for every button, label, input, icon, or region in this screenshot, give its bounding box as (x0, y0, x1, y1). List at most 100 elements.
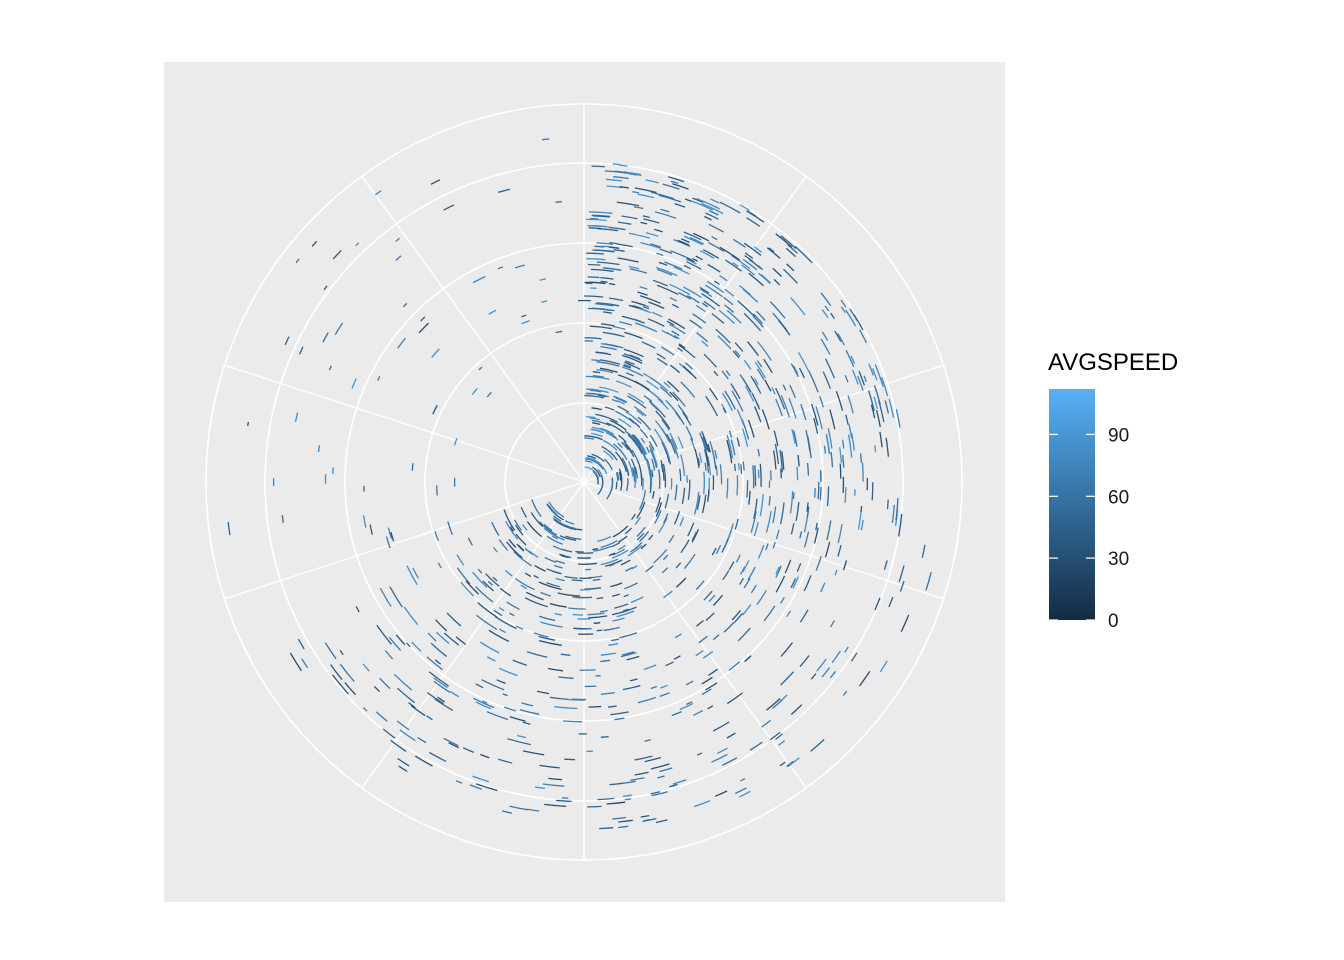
arc-segment (616, 610, 635, 618)
arc-segment (488, 629, 510, 642)
arc-segment (577, 562, 598, 565)
arc-segment (595, 413, 619, 423)
arc-segment (754, 465, 757, 487)
arc-segment (661, 442, 671, 464)
arc-segment (587, 263, 601, 266)
arc-segment (844, 375, 849, 383)
arc-segment (820, 338, 831, 355)
arc-segment (737, 300, 756, 318)
arc-segment (648, 400, 666, 418)
arc-segment (592, 470, 599, 485)
arc-segment (362, 707, 368, 712)
arc-segment (673, 511, 681, 525)
arc-segment (768, 495, 771, 506)
arc-segment (673, 334, 680, 340)
arc-segment (247, 421, 250, 427)
arc-segment (640, 437, 646, 444)
arc-segment (871, 368, 878, 381)
arc-segment (625, 566, 634, 572)
arc-segment (630, 777, 645, 781)
arc-segment (692, 197, 704, 203)
arc-segment (703, 300, 716, 310)
arc-segment (508, 539, 517, 548)
arc-segment (699, 432, 707, 453)
arc-segment (596, 629, 603, 632)
arc-segment (706, 280, 725, 294)
arc-segment (588, 225, 606, 228)
arc-segment (714, 790, 728, 797)
arc-segment (670, 438, 679, 459)
legend-tick-label: 0 (1108, 611, 1119, 632)
arc-segment (564, 758, 576, 761)
arc-segment (659, 767, 673, 773)
arc-segment (674, 202, 686, 208)
arc-segment (636, 532, 645, 541)
arc-segment (311, 240, 318, 247)
legend-colorbar (1049, 389, 1095, 620)
arc-segment (884, 400, 890, 414)
arc-segment (462, 747, 475, 754)
arc-segment (521, 702, 534, 707)
arc-segment (678, 344, 696, 359)
arc-segment (619, 186, 630, 189)
arc-segment (726, 478, 729, 499)
arc-segment (467, 537, 473, 546)
arc-segment (656, 357, 668, 366)
arc-segment (775, 233, 793, 248)
arc-segment (780, 468, 782, 479)
arc-segment (748, 272, 764, 287)
arc-segment (634, 516, 642, 525)
arc-segment (436, 631, 450, 645)
arc-segment (565, 535, 582, 540)
arc-segment (600, 692, 615, 695)
arc-segment (693, 710, 704, 716)
arc-segment (397, 337, 406, 349)
arc-segment (613, 249, 625, 252)
arc-segment (539, 278, 547, 281)
arc-segment (530, 512, 544, 528)
arc-segment (410, 705, 426, 717)
arc-segment (757, 544, 765, 559)
arc-segment (734, 342, 744, 352)
arc-segment (433, 680, 451, 694)
arc-segment (702, 650, 714, 659)
arc-segment (825, 433, 831, 454)
arc-segment (824, 541, 831, 558)
arc-segment (891, 504, 895, 523)
arc-segment (656, 268, 673, 276)
arc-segment (632, 435, 646, 455)
arc-segment (837, 333, 845, 346)
arc-segment (600, 323, 615, 327)
arc-segment (593, 545, 612, 552)
arc-segment (640, 221, 648, 225)
arc-segment (698, 452, 703, 463)
arc-segment (389, 586, 403, 608)
arc-segment (486, 656, 496, 662)
arc-segment (374, 190, 382, 196)
arc-segment (669, 432, 678, 450)
arc-segment (591, 407, 603, 411)
arc-segment (584, 394, 604, 399)
arc-segment (755, 310, 766, 321)
arc-segment (819, 486, 822, 501)
arc-segment (575, 550, 584, 553)
arc-segment (620, 559, 631, 566)
arc-segment (434, 531, 440, 541)
arc-segment (590, 432, 603, 438)
arc-segment (731, 390, 744, 412)
arc-segment (753, 246, 762, 253)
arc-segment (643, 395, 653, 402)
arc-segment (675, 562, 682, 569)
arc-segment (323, 285, 328, 291)
arc-segment (683, 286, 702, 298)
arc-segment (623, 353, 643, 362)
arc-segment (721, 392, 733, 411)
arc-segment (663, 513, 669, 524)
arc-segment (768, 247, 775, 253)
arc-segment (842, 690, 848, 696)
arc-segment (519, 709, 540, 715)
arc-segment (772, 506, 777, 524)
arc-segment (839, 447, 843, 463)
arc-segment (604, 170, 627, 174)
arc-segment (895, 409, 901, 428)
